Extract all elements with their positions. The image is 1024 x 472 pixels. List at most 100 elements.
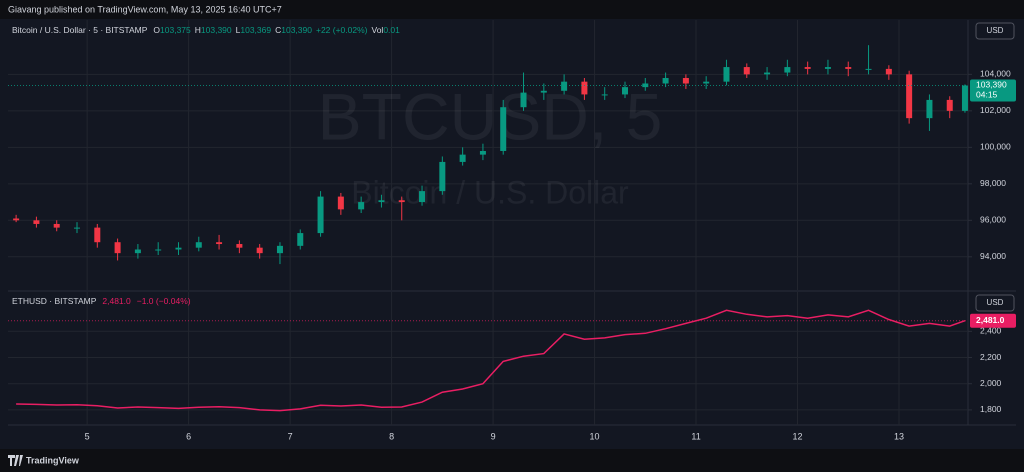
candle-body <box>804 67 811 69</box>
candle-body <box>845 67 852 69</box>
candle-body <box>946 99 953 111</box>
candle-body <box>479 150 486 155</box>
candle-body <box>865 68 872 70</box>
legend-value: 103,390 <box>201 25 232 35</box>
candle-body <box>621 87 628 95</box>
y-tick-label: 98,000 <box>980 178 1006 188</box>
last-price-label: 2,481.0 <box>976 315 1005 325</box>
candle-body <box>378 200 385 203</box>
candle-body <box>195 242 202 248</box>
legend-change: −1.0 (−0.04%) <box>137 296 191 306</box>
candle-body <box>885 68 892 75</box>
legend-value: 103,369 <box>240 25 271 35</box>
candle-body <box>642 83 649 88</box>
candle-body <box>358 202 365 210</box>
candle-body <box>175 247 182 250</box>
candle-body <box>134 249 141 254</box>
candle-body <box>764 72 771 75</box>
candle-body <box>824 67 831 69</box>
candle-body <box>906 74 913 119</box>
candle-body <box>459 154 466 162</box>
y-tick-label: 1,800 <box>980 404 1002 414</box>
candle-body <box>33 220 40 224</box>
candle-body <box>216 242 223 245</box>
last-price-label: 103,390 <box>976 80 1007 90</box>
legend: Bitcoin / U.S. Dollar · 5 · BITSTAMP O103… <box>12 25 400 35</box>
candle-body <box>114 242 121 254</box>
candle-body <box>155 249 162 251</box>
legend-value: 103,375 <box>160 25 191 35</box>
x-tick-label: 8 <box>389 431 394 441</box>
candle-body <box>13 218 20 221</box>
candle-body <box>439 161 446 192</box>
legend-volume-value: 0.01 <box>383 25 400 35</box>
y-tick-label: 102,000 <box>980 105 1011 115</box>
candle-body <box>297 233 304 246</box>
last-price-tag <box>970 79 1016 102</box>
y-tick-label: 2,000 <box>980 378 1002 388</box>
last-price-tag <box>970 313 1016 328</box>
legend-volume-key: Vol <box>372 25 384 35</box>
y-tick-label: 96,000 <box>980 215 1006 225</box>
y-tick-label: 2,200 <box>980 352 1002 362</box>
x-tick-label: 11 <box>691 431 700 441</box>
currency-box <box>975 294 1015 312</box>
candle-body <box>337 196 344 210</box>
price-line <box>16 309 966 412</box>
published-note: Giavang published on TradingView.com, Ma… <box>8 4 282 14</box>
candle-body <box>961 85 968 111</box>
legend-symbol: ETHUSD · BITSTAMP <box>12 296 97 306</box>
candle-body <box>703 81 710 84</box>
candle-body <box>682 78 689 84</box>
legend-key: O <box>153 25 160 35</box>
candle-body <box>94 227 101 243</box>
y-tick-label: 104,000 <box>980 69 1011 79</box>
candle-body <box>276 245 283 254</box>
legend-change: +22 (+0.02%) <box>316 25 368 35</box>
candle-body <box>581 81 588 95</box>
x-tick-label: 5 <box>85 431 90 441</box>
y-tick-label: 100,000 <box>980 142 1011 152</box>
bottom-bar <box>0 449 1024 472</box>
candle-body <box>601 94 608 96</box>
x-tick-label: 9 <box>491 431 496 441</box>
candle-body <box>561 81 568 91</box>
candle-body <box>398 200 405 203</box>
x-tick-label: 12 <box>793 431 803 441</box>
candle-body <box>784 67 791 73</box>
watermark: Bitcoin / U.S. Dollar <box>351 174 629 210</box>
candle-body <box>662 78 669 84</box>
y-tick-label: 94,000 <box>980 251 1006 261</box>
candle-body <box>926 99 933 119</box>
candle-body <box>743 67 750 75</box>
candle-body <box>500 107 507 151</box>
legend-key: C <box>275 25 281 35</box>
candle-body <box>53 223 60 228</box>
candle-body <box>256 247 263 254</box>
candle-body <box>540 90 547 93</box>
candle-body <box>723 67 730 82</box>
x-tick-label: 10 <box>590 431 600 441</box>
legend-value: 103,390 <box>281 25 312 35</box>
legend: ETHUSD · BITSTAMP 2,481.0 −1.0 (−0.04%) <box>12 296 191 306</box>
currency-label: USD <box>987 26 1004 35</box>
legend-key: H <box>195 25 201 35</box>
brand-logo <box>8 455 23 466</box>
y-tick-label: 2,400 <box>980 326 1002 336</box>
legend-value: 2,481.0 <box>102 296 131 306</box>
legend-symbol: Bitcoin / U.S. Dollar · 5 · BITSTAMP <box>12 25 148 35</box>
legend-key: L <box>236 25 241 35</box>
x-tick-label: 7 <box>288 431 293 441</box>
x-tick-label: 6 <box>186 431 191 441</box>
watermark: BTCUSD, 5 <box>318 79 663 153</box>
currency-label: USD <box>987 298 1004 307</box>
candle-body <box>419 191 426 203</box>
candle-body <box>236 244 243 248</box>
brand-name: TradingView <box>26 455 80 465</box>
currency-box <box>975 22 1015 40</box>
candle-body <box>520 92 527 108</box>
candle-body <box>74 227 81 229</box>
x-tick-label: 13 <box>894 431 904 441</box>
